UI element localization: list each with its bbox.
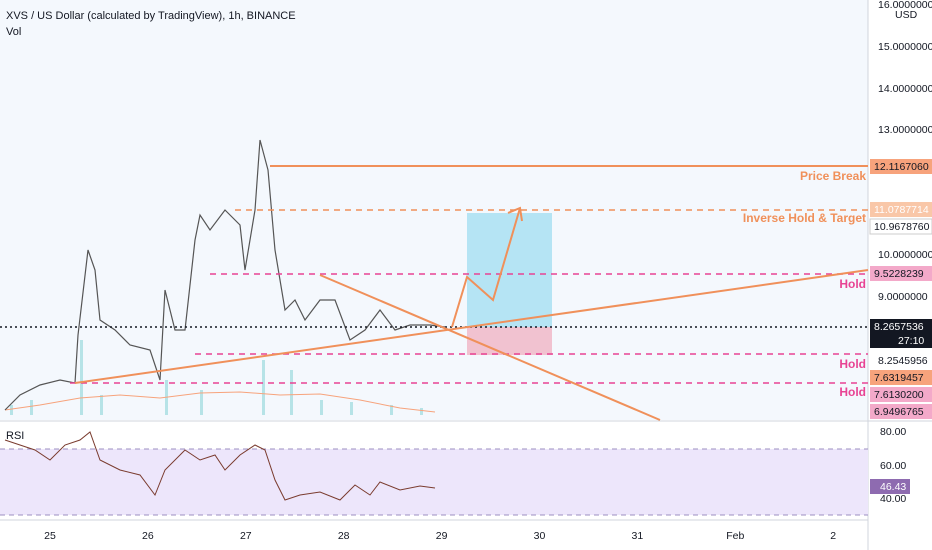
badge	[870, 370, 932, 385]
rsi-axis-label: 80.00	[880, 426, 906, 438]
date-label: 2	[830, 530, 836, 542]
badge	[869, 218, 932, 235]
volume-label: Vol	[6, 26, 21, 38]
trend-line	[74, 269, 869, 384]
rsi-axis-label: 60.00	[880, 460, 906, 472]
date-label: Feb	[726, 530, 744, 542]
badge	[870, 404, 932, 419]
date-label: 26	[142, 530, 154, 542]
stop-zone	[467, 327, 552, 355]
badge	[870, 319, 932, 348]
price-label: 15.0000000	[878, 41, 932, 53]
price-label: 14.0000000	[878, 83, 932, 95]
rsi-band	[0, 449, 868, 515]
badge	[870, 479, 910, 494]
rsi-badge: 46.43	[880, 481, 906, 493]
badge	[870, 202, 932, 217]
rsi-label: RSI	[6, 430, 24, 442]
volume-ma	[4, 391, 436, 413]
date-label: 30	[534, 530, 546, 542]
arrow-head	[507, 206, 523, 222]
price-label: 8.2545956	[878, 355, 928, 367]
rsi-axis-label: 40.00	[880, 493, 906, 505]
price-badge: 10.9678760	[874, 221, 930, 233]
price-label: 10.0000000	[878, 249, 932, 261]
price-label: 9.0000000	[878, 291, 928, 303]
projection-arrow	[451, 207, 521, 328]
date-label: 28	[338, 530, 350, 542]
rsi-line	[4, 431, 436, 501]
price-label: 16.0000000	[878, 0, 932, 11]
price-badge: 7.6319457	[874, 372, 924, 384]
price-badge: 9.5228239	[874, 268, 924, 280]
time-axis: 25 26 27 28 29 30 31 Feb 2	[44, 530, 836, 542]
price-badge: 6.9496765	[874, 406, 924, 418]
price-badge: 7.6130200	[874, 389, 924, 401]
price-label: 13.0000000	[878, 124, 932, 136]
annotation: Hold	[839, 357, 866, 371]
price-line	[4, 139, 446, 411]
date-label: 31	[632, 530, 644, 542]
annotation: Hold	[839, 385, 866, 399]
annotation: Inverse Hold & Target	[743, 211, 866, 225]
currency-label: USD	[895, 9, 918, 21]
trend-line	[319, 274, 661, 421]
date-label: 29	[436, 530, 448, 542]
price-badge: 11.0787714	[874, 204, 929, 216]
countdown: 27:10	[898, 335, 924, 347]
badge	[870, 266, 932, 281]
price-badge: 12.1167060	[874, 161, 929, 173]
date-label: 27	[240, 530, 252, 542]
badge	[870, 387, 932, 402]
chart-title: XVS / US Dollar (calculated by TradingVi…	[6, 10, 296, 22]
annotation: Hold	[839, 277, 866, 291]
price-badge: 8.2657536	[874, 321, 924, 333]
badge	[870, 159, 932, 174]
annotation: Price Break	[800, 169, 866, 183]
target-zone	[467, 213, 552, 327]
date-label: 25	[44, 530, 56, 542]
